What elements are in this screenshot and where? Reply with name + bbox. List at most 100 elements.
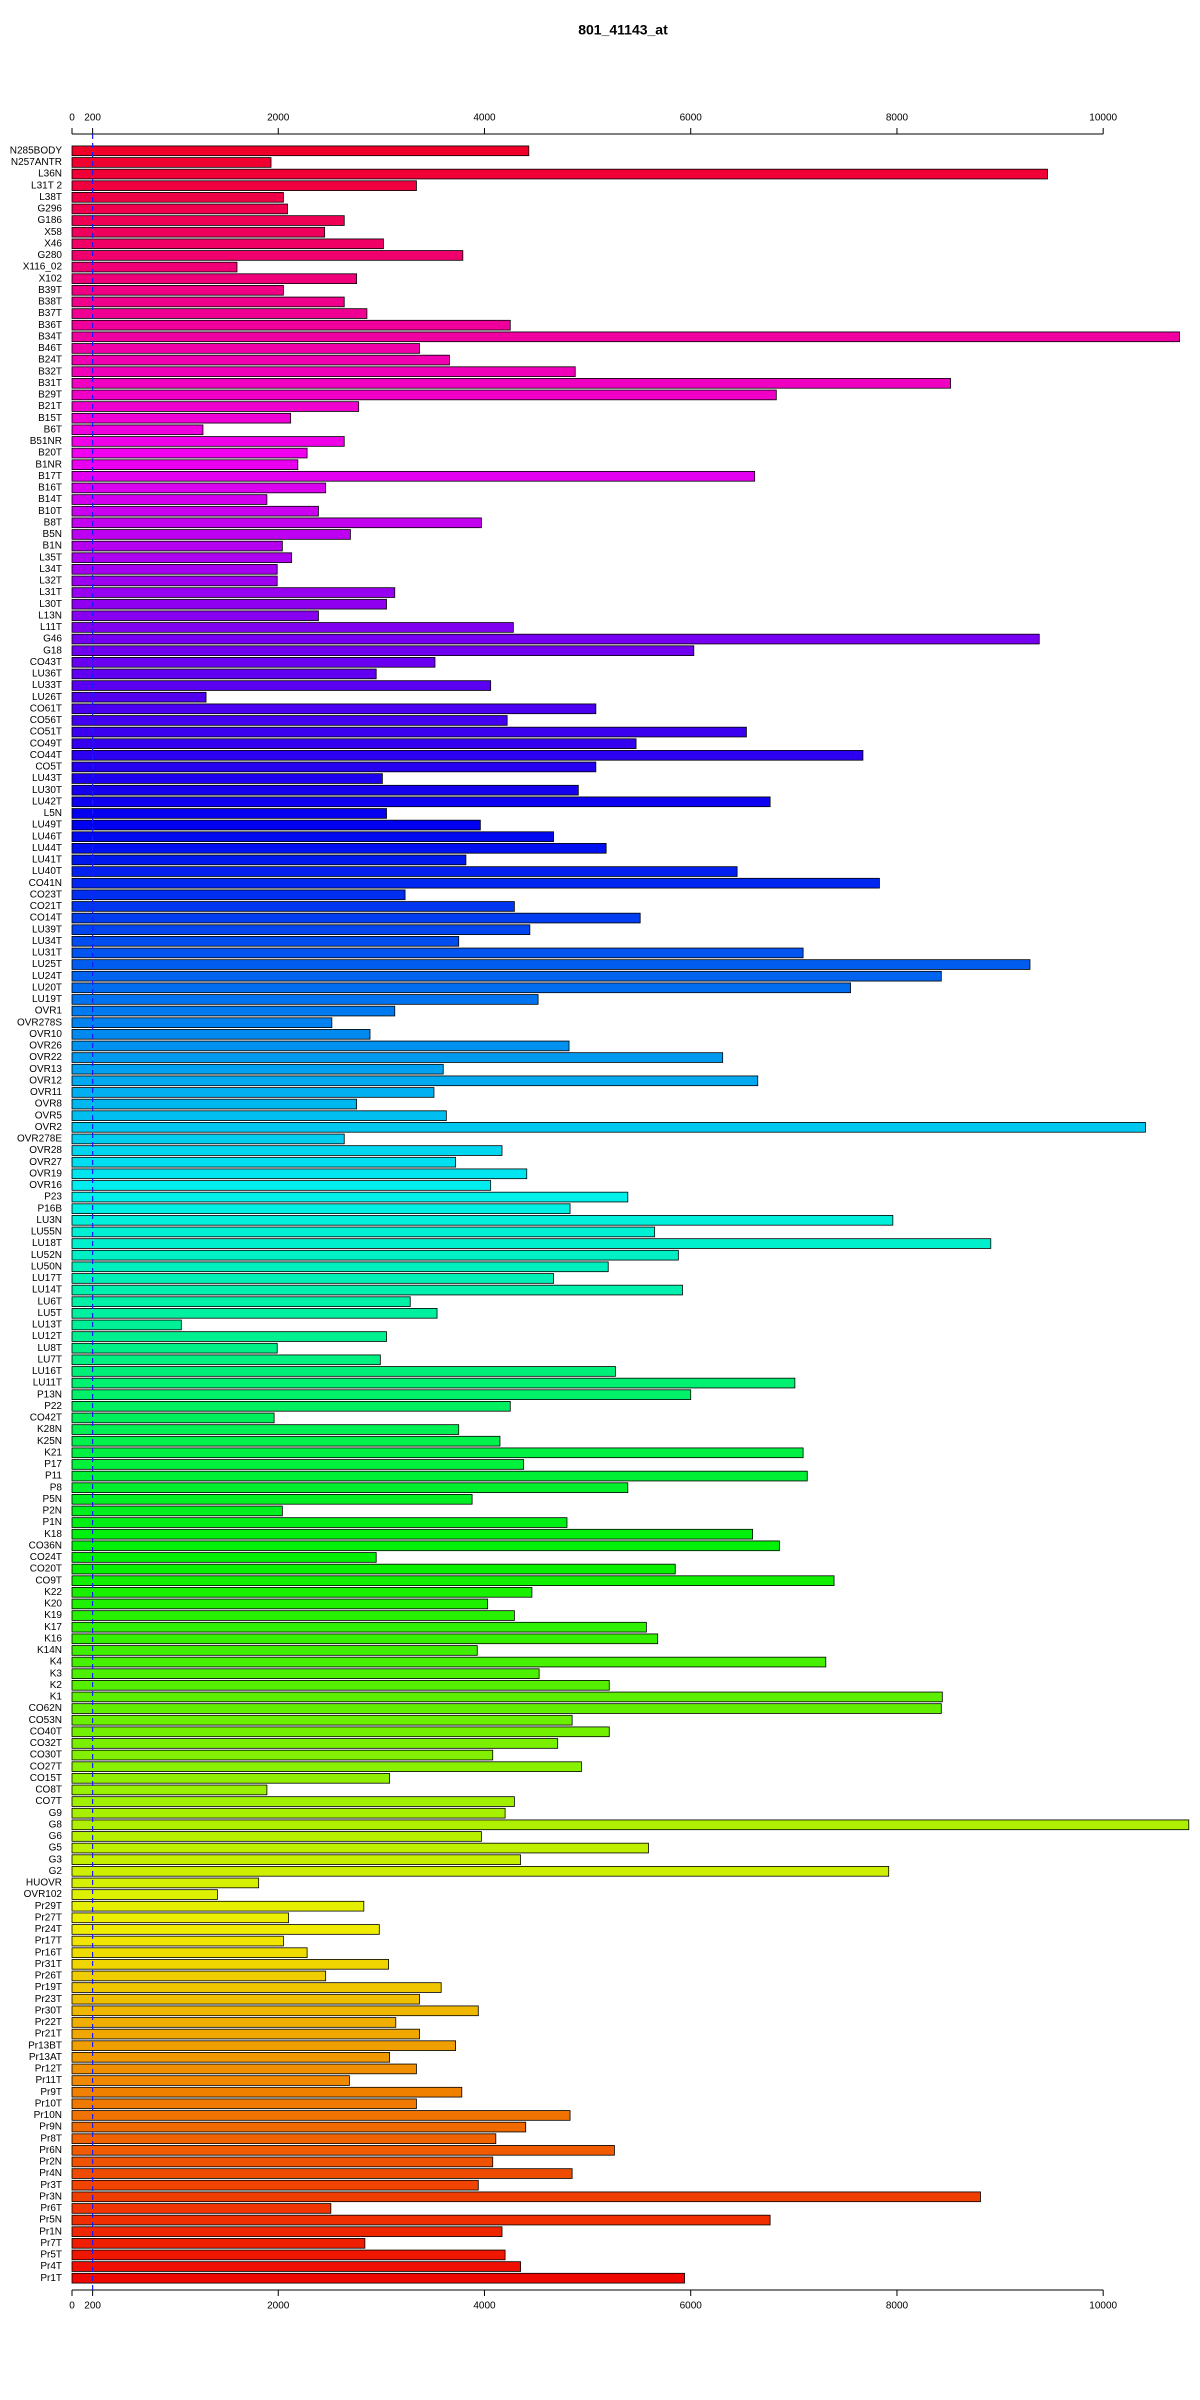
bar xyxy=(71,947,804,959)
x-tick-label: 10000 xyxy=(1089,113,1117,124)
y-tick-label: LU41T xyxy=(32,855,62,866)
y-tick-label: LU46T xyxy=(32,831,62,842)
y-tick-label: L13N xyxy=(38,610,62,621)
x-tick-label: 6000 xyxy=(680,113,703,124)
y-tick-label: G46 xyxy=(43,634,62,645)
y-tick-label: Pr16T xyxy=(35,1947,62,1958)
y-tick-label: CO15T xyxy=(30,1773,62,1784)
bar xyxy=(71,1749,494,1761)
bar xyxy=(71,1993,420,2005)
y-tick-label: Pr5N xyxy=(39,2215,62,2226)
y-tick-label: CO30T xyxy=(30,1750,62,1761)
bar xyxy=(71,819,481,831)
y-tick-label: LU5T xyxy=(38,1308,62,1319)
bar xyxy=(71,2179,479,2191)
bar xyxy=(71,261,238,273)
y-tick-label: LU8T xyxy=(38,1343,62,1354)
bar xyxy=(71,773,383,784)
y-tick-label: LU50N xyxy=(31,1261,62,1272)
y-tick-label: CO62N xyxy=(29,1703,62,1714)
y-tick-label: K4 xyxy=(50,1657,63,1668)
y-tick-label: Pr1T xyxy=(40,2273,62,2284)
y-tick-label: G5 xyxy=(49,1843,63,1854)
bar xyxy=(71,2272,685,2284)
bar xyxy=(71,459,299,470)
y-tick-label: Pr6T xyxy=(40,2203,62,2214)
bar xyxy=(71,1261,609,1273)
y-tick-label: P16B xyxy=(38,1203,63,1214)
y-tick-label: X116_02 xyxy=(23,262,63,273)
bar xyxy=(71,1703,942,1714)
y-tick-label: LU34T xyxy=(32,936,62,947)
bar xyxy=(71,1482,629,1493)
bar xyxy=(71,924,531,935)
bar xyxy=(71,1912,289,1924)
x-tick-label: 0 xyxy=(69,2301,75,2312)
y-tick-label: B39T xyxy=(38,285,62,296)
bar xyxy=(71,2168,573,2179)
y-tick-label: Pr19T xyxy=(35,1982,62,1993)
y-tick-label: B5N xyxy=(43,529,62,540)
y-tick-label: K20 xyxy=(44,1599,62,1610)
y-tick-label: CO40T xyxy=(30,1726,62,1737)
bar xyxy=(71,482,327,494)
x-tick-label: 8000 xyxy=(886,113,909,124)
y-tick-label: OVR278S xyxy=(17,1017,62,1028)
y-tick-label: P8 xyxy=(50,1482,63,1493)
y-tick-label: B8T xyxy=(44,517,62,528)
y-tick-label: OVR16 xyxy=(29,1180,62,1191)
y-tick-label: OVR5 xyxy=(35,1110,63,1121)
bar xyxy=(71,1621,647,1633)
x-tick-label: 2000 xyxy=(267,2301,290,2312)
bar xyxy=(71,1587,533,1598)
bar xyxy=(71,1575,835,1586)
bar xyxy=(71,1807,506,1819)
y-tick-label: LU6T xyxy=(38,1296,62,1307)
bar xyxy=(71,1040,570,1052)
y-tick-label: CO61T xyxy=(30,703,62,714)
bar xyxy=(71,564,278,575)
bar xyxy=(71,726,747,738)
bar xyxy=(71,1528,753,1540)
y-tick-label: LU33T xyxy=(32,680,62,691)
bar xyxy=(71,680,492,691)
y-tick-label: K21 xyxy=(44,1447,62,1458)
bar xyxy=(71,843,607,854)
bar xyxy=(71,1052,724,1063)
bar xyxy=(71,2005,479,2017)
bar xyxy=(71,1924,380,1935)
bar xyxy=(71,192,284,203)
bar xyxy=(71,2086,463,2098)
y-tick-label: G186 xyxy=(38,215,63,226)
bar xyxy=(71,1680,610,1691)
y-tick-label: Pr11T xyxy=(36,2075,63,2086)
y-tick-label: B15T xyxy=(38,413,62,424)
y-tick-label: X102 xyxy=(39,273,63,284)
bar xyxy=(71,912,641,924)
y-tick-label: G8 xyxy=(49,1819,63,1830)
y-tick-label: CO43T xyxy=(30,657,62,668)
bar xyxy=(71,1005,396,1017)
y-tick-label: Pr1N xyxy=(39,2226,62,2237)
y-tick-label: B17T xyxy=(38,471,62,482)
bar xyxy=(71,250,464,261)
y-tick-label: LU14T xyxy=(32,1285,62,1296)
y-tick-label: OVR12 xyxy=(29,1075,62,1086)
bar xyxy=(71,959,1031,970)
bar xyxy=(71,1377,796,1389)
bar xyxy=(71,2238,366,2249)
y-tick-label: K1 xyxy=(50,1692,63,1703)
y-tick-label: CO49T xyxy=(30,738,62,749)
y-tick-label: LU40T xyxy=(32,866,62,877)
bar xyxy=(71,1273,554,1284)
bar xyxy=(71,296,345,308)
bar xyxy=(71,1947,308,1958)
y-tick-label: LU31T xyxy=(32,948,62,959)
y-tick-label: P22 xyxy=(44,1401,62,1412)
y-tick-label: CO36N xyxy=(29,1540,62,1551)
bar xyxy=(71,2110,571,2121)
y-tick-label: Pr29T xyxy=(35,1901,62,1912)
bar xyxy=(71,1075,759,1087)
y-tick-label: Pr10T xyxy=(35,2098,62,2109)
y-tick-label: CO21T xyxy=(30,901,62,912)
